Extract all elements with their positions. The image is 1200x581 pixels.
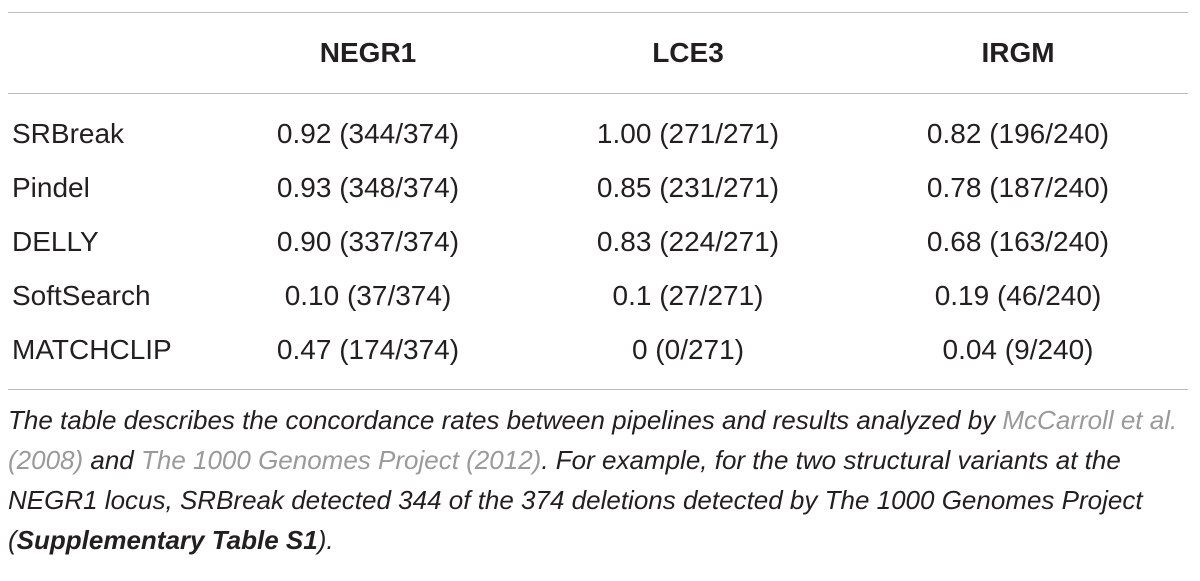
table-cell: 0.83 (224/271) xyxy=(596,226,780,257)
table-row: SRBreak 0.92 (344/374) 1.00 (271/271) 0.… xyxy=(8,93,1188,161)
table-cell: 0.78 (187/240) xyxy=(926,172,1110,203)
table-cell: 0.10 (37/374) xyxy=(284,280,452,311)
table-top-rule xyxy=(8,12,1188,13)
header-cell-negr1: NEGR1 xyxy=(319,37,417,68)
row-label: Pindel xyxy=(12,172,90,203)
table-row: Pindel 0.93 (348/374) 0.85 (231/271) 0.7… xyxy=(8,161,1188,215)
table-cell: 0.85 (231/271) xyxy=(596,172,780,203)
table-header-rule xyxy=(8,93,1188,94)
table-cell: 0.1 (27/271) xyxy=(612,280,764,311)
table-row: MATCHCLIP 0.47 (174/374) 0 (0/271) 0.04 … xyxy=(8,323,1188,377)
table-cell: 0.92 (344/374) xyxy=(276,118,460,149)
caption-text: and xyxy=(83,445,141,475)
header-cell-lce3: LCE3 xyxy=(652,37,724,68)
table-row: DELLY 0.90 (337/374) 0.83 (224/271) 0.68… xyxy=(8,215,1188,269)
table-cell: 0.90 (337/374) xyxy=(276,226,460,257)
row-label: DELLY xyxy=(12,226,99,257)
caption-text: . For example, for the two structural va… xyxy=(8,445,1143,555)
table-cell: 0.47 (174/374) xyxy=(276,334,460,365)
header-cell-blank xyxy=(8,13,208,93)
table-cell: 0 (0/271) xyxy=(631,334,745,365)
citation-link[interactable]: The 1000 Genomes Project (2012) xyxy=(140,445,542,475)
supplementary-table-link[interactable]: Supplementary Table S1 xyxy=(16,525,318,555)
table-cell: 0.93 (348/374) xyxy=(276,172,460,203)
concordance-table: NEGR1 LCE3 IRGM SRBreak 0.92 (344/374) 1… xyxy=(8,13,1188,377)
table-cell: 0.19 (46/240) xyxy=(934,280,1102,311)
table-cell: 1.00 (271/271) xyxy=(596,118,780,149)
row-label: MATCHCLIP xyxy=(12,334,172,365)
caption-text: The table describes the concordance rate… xyxy=(8,405,1003,435)
table-bottom-rule xyxy=(8,389,1188,390)
citation-link[interactable]: McCarroll et al. (2008) xyxy=(8,405,1178,475)
caption-text: ). xyxy=(317,525,334,555)
header-cell-irgm: IRGM xyxy=(981,37,1055,68)
table-caption: The table describes the concordance rate… xyxy=(8,400,1192,560)
row-label: SRBreak xyxy=(12,118,125,149)
table-row: SoftSearch 0.10 (37/374) 0.1 (27/271) 0.… xyxy=(8,269,1188,323)
table-header-row: NEGR1 LCE3 IRGM xyxy=(8,13,1188,93)
table-cell: 0.82 (196/240) xyxy=(926,118,1110,149)
table-cell: 0.04 (9/240) xyxy=(942,334,1094,365)
row-label: SoftSearch xyxy=(12,280,151,311)
table-cell: 0.68 (163/240) xyxy=(926,226,1110,257)
